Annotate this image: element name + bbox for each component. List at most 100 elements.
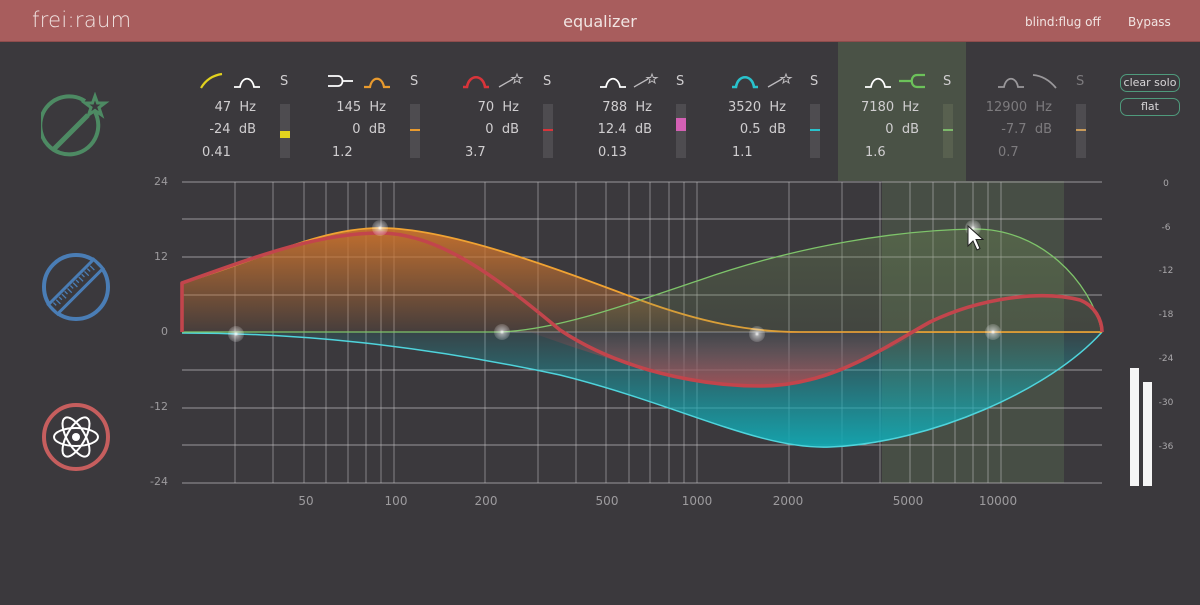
highpass-icon[interactable] xyxy=(326,72,356,90)
gain-value[interactable]: 0 dB xyxy=(352,122,386,137)
slider-thumb[interactable] xyxy=(410,129,420,131)
gain-value[interactable]: 0 dB xyxy=(885,122,919,137)
frequency-value[interactable]: 7180 Hz xyxy=(861,100,919,115)
solo-button[interactable]: S xyxy=(810,74,819,89)
bell-icon[interactable] xyxy=(362,72,392,90)
slider-thumb[interactable] xyxy=(810,129,820,131)
meter-tick-label: -6 xyxy=(1161,223,1171,233)
frequency-value[interactable]: 70 Hz xyxy=(477,100,519,115)
gain-slider[interactable] xyxy=(810,104,820,158)
band-node-1[interactable] xyxy=(228,326,244,342)
gain-slider[interactable] xyxy=(543,104,553,158)
slider-thumb[interactable] xyxy=(676,118,686,131)
band-2: S 145 Hz 0 dB 1.2 xyxy=(322,72,442,167)
bypass-button[interactable]: Bypass xyxy=(1128,15,1171,29)
slider-thumb[interactable] xyxy=(1076,129,1086,131)
main-panel: S 47 Hz -24 dB 0.41 S 145 Hz 0 dB 1.2 S … xyxy=(0,42,1200,605)
q-value[interactable]: 3.7 xyxy=(465,145,486,160)
solo-button[interactable]: S xyxy=(676,74,685,89)
mouse-cursor-icon xyxy=(967,224,985,251)
gain-slider[interactable] xyxy=(280,104,290,158)
meter-tick-label: -18 xyxy=(1158,310,1174,320)
magic-wand-icon[interactable] xyxy=(495,72,525,90)
frequency-value[interactable]: 12900 Hz xyxy=(985,100,1052,115)
band-node-4[interactable] xyxy=(749,326,765,342)
solo-button[interactable]: S xyxy=(543,74,552,89)
band-1: S 47 Hz -24 dB 0.41 xyxy=(192,72,312,167)
meter-tick-label: -36 xyxy=(1158,442,1174,452)
ruler-icon xyxy=(42,253,110,321)
lowpass-icon[interactable] xyxy=(897,72,927,90)
measure-button[interactable] xyxy=(41,252,111,322)
slider-thumb[interactable] xyxy=(280,131,290,138)
title-bar: frei:raum equalizer blind:flug off Bypas… xyxy=(0,0,1200,42)
gain-slider[interactable] xyxy=(1076,104,1086,158)
q-value[interactable]: 0.13 xyxy=(598,145,627,160)
x-tick-label: 100 xyxy=(384,494,408,508)
clear-solo-button[interactable]: clear solo xyxy=(1120,74,1180,92)
magic-wand-icon[interactable] xyxy=(764,72,794,90)
gain-slider[interactable] xyxy=(943,104,953,158)
brand-logo: frei:raum xyxy=(32,8,132,32)
band-5: S 3520 Hz 0.5 dB 1.1 xyxy=(722,72,842,167)
q-value[interactable]: 1.1 xyxy=(732,145,753,160)
output-meter-left xyxy=(1130,368,1139,486)
band-node-5[interactable] xyxy=(985,324,1001,340)
solo-button[interactable]: S xyxy=(1076,74,1085,89)
x-tick-label: 10000 xyxy=(978,494,1018,508)
band-5-curve xyxy=(181,331,1103,448)
slider-thumb[interactable] xyxy=(543,129,553,131)
band-4: S 788 Hz 12.4 dB 0.13 xyxy=(588,72,708,167)
q-value[interactable]: 0.41 xyxy=(202,145,231,160)
frequency-value[interactable]: 3520 Hz xyxy=(728,100,786,115)
auto-eq-button[interactable] xyxy=(38,91,111,162)
eq-curve-display[interactable] xyxy=(0,42,1200,605)
bell-icon[interactable] xyxy=(730,72,760,90)
x-tick-label: 2000 xyxy=(772,494,804,508)
gain-value[interactable]: -7.7 dB xyxy=(1001,122,1052,137)
band-3: S 70 Hz 0 dB 3.7 xyxy=(455,72,575,167)
sum-curve-fill-negative xyxy=(530,332,920,387)
band-6-curve xyxy=(182,228,1103,333)
gain-value[interactable]: 0 dB xyxy=(485,122,519,137)
bell-icon[interactable] xyxy=(863,72,893,90)
bell-icon[interactable] xyxy=(598,72,628,90)
x-tick-label: 5000 xyxy=(892,494,924,508)
magic-wand-icon[interactable] xyxy=(630,72,660,90)
low-shelf-icon[interactable] xyxy=(198,72,228,90)
band-node-3[interactable] xyxy=(494,324,510,340)
frequency-value[interactable]: 788 Hz xyxy=(602,100,652,115)
x-tick-label: 500 xyxy=(595,494,619,508)
band-node-2[interactable] xyxy=(372,220,388,236)
gain-slider[interactable] xyxy=(410,104,420,158)
q-value[interactable]: 1.6 xyxy=(865,145,886,160)
q-value[interactable]: 0.7 xyxy=(998,145,1019,160)
gain-slider[interactable] xyxy=(676,104,686,158)
y-tick-label: -12 xyxy=(150,400,168,413)
band-6: S 7180 Hz 0 dB 1.6 xyxy=(855,72,975,167)
y-tick-label: -24 xyxy=(150,475,168,488)
flat-button[interactable]: flat xyxy=(1120,98,1180,116)
x-tick-label: 200 xyxy=(474,494,498,508)
meter-tick-label: -24 xyxy=(1158,354,1174,364)
solo-button[interactable]: S xyxy=(943,74,952,89)
bell-icon[interactable] xyxy=(232,72,262,90)
solo-button[interactable]: S xyxy=(280,74,289,89)
frequency-value[interactable]: 47 Hz xyxy=(214,100,256,115)
high-shelf-icon[interactable] xyxy=(1030,72,1060,90)
blind-flug-toggle[interactable]: blind:flug off xyxy=(1025,15,1101,29)
gain-value[interactable]: -24 dB xyxy=(209,122,256,137)
frequency-value[interactable]: 145 Hz xyxy=(336,100,386,115)
solo-button[interactable]: S xyxy=(410,74,419,89)
q-value[interactable]: 1.2 xyxy=(332,145,353,160)
slider-thumb[interactable] xyxy=(943,129,953,131)
magic-wand-icon xyxy=(38,91,110,157)
bell-icon[interactable] xyxy=(996,72,1026,90)
x-tick-label: 1000 xyxy=(681,494,713,508)
band-2-curve-fill xyxy=(182,228,1102,332)
gain-value[interactable]: 0.5 dB xyxy=(739,122,786,137)
gain-value[interactable]: 12.4 dB xyxy=(597,122,652,137)
sum-curve xyxy=(180,231,1104,388)
bell-icon[interactable] xyxy=(461,72,491,90)
adaptive-button[interactable] xyxy=(41,402,111,472)
